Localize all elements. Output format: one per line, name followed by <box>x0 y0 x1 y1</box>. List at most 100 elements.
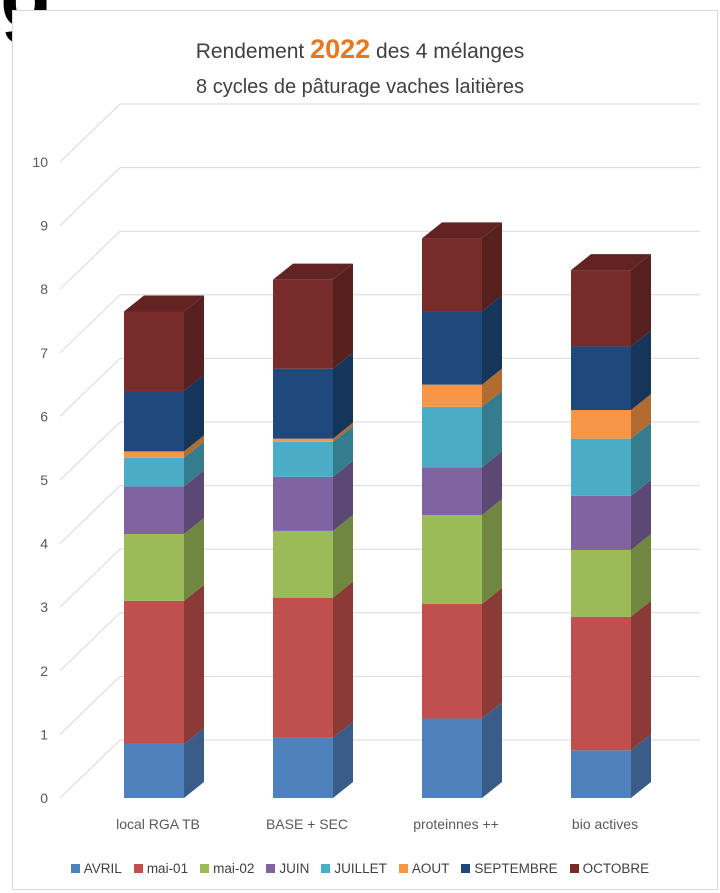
bar-side <box>482 368 502 407</box>
bar-side <box>631 734 651 798</box>
bar-segment <box>124 600 184 744</box>
bar-side <box>631 422 651 496</box>
bar-top <box>124 295 204 312</box>
bar-side <box>482 498 502 605</box>
bar-segment <box>422 238 482 312</box>
bar-side <box>184 470 204 535</box>
bar-side <box>333 425 353 477</box>
legend-swatch <box>569 864 579 873</box>
bar-side <box>482 295 502 385</box>
y-tick-label: 0 <box>40 790 48 806</box>
bar-side <box>482 702 502 798</box>
bar-side <box>184 295 204 391</box>
legend-label: JUIN <box>279 861 310 876</box>
gridline-side <box>59 358 121 417</box>
bar-segment <box>422 604 482 719</box>
legend-item: AOUT <box>398 861 450 876</box>
bar-side <box>631 254 651 347</box>
legend-label: SEPTEMBRE <box>474 861 558 876</box>
bar-side <box>333 263 353 369</box>
gridline-side <box>59 485 121 544</box>
bar-segment <box>124 311 184 391</box>
legend-label: AVRIL <box>83 861 122 876</box>
bar-side <box>482 451 502 515</box>
y-tick-label: 5 <box>40 472 48 488</box>
y-tick-label: 1 <box>40 726 48 742</box>
bar-segment <box>422 406 482 468</box>
legend-label: AOUT <box>411 861 450 876</box>
bar-segment <box>422 467 482 515</box>
bar-segment <box>273 476 333 531</box>
bar-side <box>333 460 353 531</box>
legend-swatch <box>398 864 408 873</box>
bar-segment <box>273 368 333 439</box>
bar-segment <box>422 514 482 605</box>
x-tick-label: BASE + SEC <box>266 816 348 832</box>
bar-segment <box>571 616 631 751</box>
bar-segment <box>124 390 184 452</box>
legend-swatch <box>321 864 331 873</box>
title-suffix: des 4 mélanges <box>370 40 525 63</box>
legend-item: JUILLET <box>321 861 387 876</box>
legend-item: AVRIL <box>70 861 122 876</box>
y-tick-label: 4 <box>40 536 48 552</box>
bar-segment <box>571 438 631 496</box>
chart-subtitle: 8 cycles de pâturage vaches laitières <box>196 76 524 98</box>
bar-side <box>631 533 651 617</box>
legend-swatch <box>461 864 471 873</box>
legend-item: JUIN <box>266 861 309 876</box>
bar-side <box>631 600 651 751</box>
bar-segment <box>422 311 482 385</box>
x-tick-label: proteinnes ++ <box>413 816 499 832</box>
legend-swatch <box>70 864 80 873</box>
x-tick-label: local RGA TB <box>116 816 200 832</box>
legend-item: SEPTEMBRE <box>461 861 558 876</box>
title-year: 2022 <box>310 34 371 64</box>
gridline-side <box>59 548 121 608</box>
bar-side <box>333 422 353 442</box>
legend-item: OCTOBRE <box>569 861 649 876</box>
y-tick-label: 3 <box>40 599 48 615</box>
y-tick-label: 2 <box>40 663 48 679</box>
bar-segment <box>124 534 184 601</box>
bar-side <box>333 721 353 798</box>
bar-side <box>631 330 651 411</box>
legend-label: JUILLET <box>334 861 387 876</box>
bar-side <box>184 435 204 458</box>
gridline-side <box>59 612 121 672</box>
gridline-side <box>59 230 121 290</box>
bar-top <box>422 222 502 239</box>
y-tick-label: 6 <box>40 408 48 424</box>
bar-segment <box>273 441 333 477</box>
bar-segment <box>571 750 631 798</box>
y-tick-label: 10 <box>32 154 48 170</box>
legend-item: mai-01 <box>133 861 189 876</box>
bar-side <box>631 394 651 439</box>
gridline-side <box>59 167 121 226</box>
gridline-side <box>59 103 121 163</box>
bar-side <box>482 222 502 312</box>
bar-side <box>184 584 204 744</box>
legend-label: mai-01 <box>146 861 189 876</box>
bar-segment <box>273 530 333 598</box>
gridline-side <box>59 739 121 799</box>
bar-segment <box>571 495 631 550</box>
bar-segment <box>273 597 333 738</box>
bar-segment <box>273 737 333 798</box>
legend: AVRIL mai-01 mai-02 JUIN JUILLET AOUT SEPTEMBR… <box>0 861 720 876</box>
bar-segment <box>273 279 333 369</box>
gridline-side <box>59 294 121 354</box>
bar-segment <box>571 410 631 439</box>
bar-side <box>184 727 204 798</box>
x-tick-label: bio actives <box>572 816 638 832</box>
legend-label: mai-02 <box>213 861 255 876</box>
bar-segment <box>124 743 184 798</box>
title-prefix: Rendement <box>195 40 311 63</box>
bar-top <box>571 254 651 271</box>
bar-segment <box>571 549 631 617</box>
y-tick-label: 8 <box>40 281 48 297</box>
bar-segment <box>571 346 631 411</box>
gridline-side <box>59 676 121 735</box>
bar-side <box>631 479 651 550</box>
